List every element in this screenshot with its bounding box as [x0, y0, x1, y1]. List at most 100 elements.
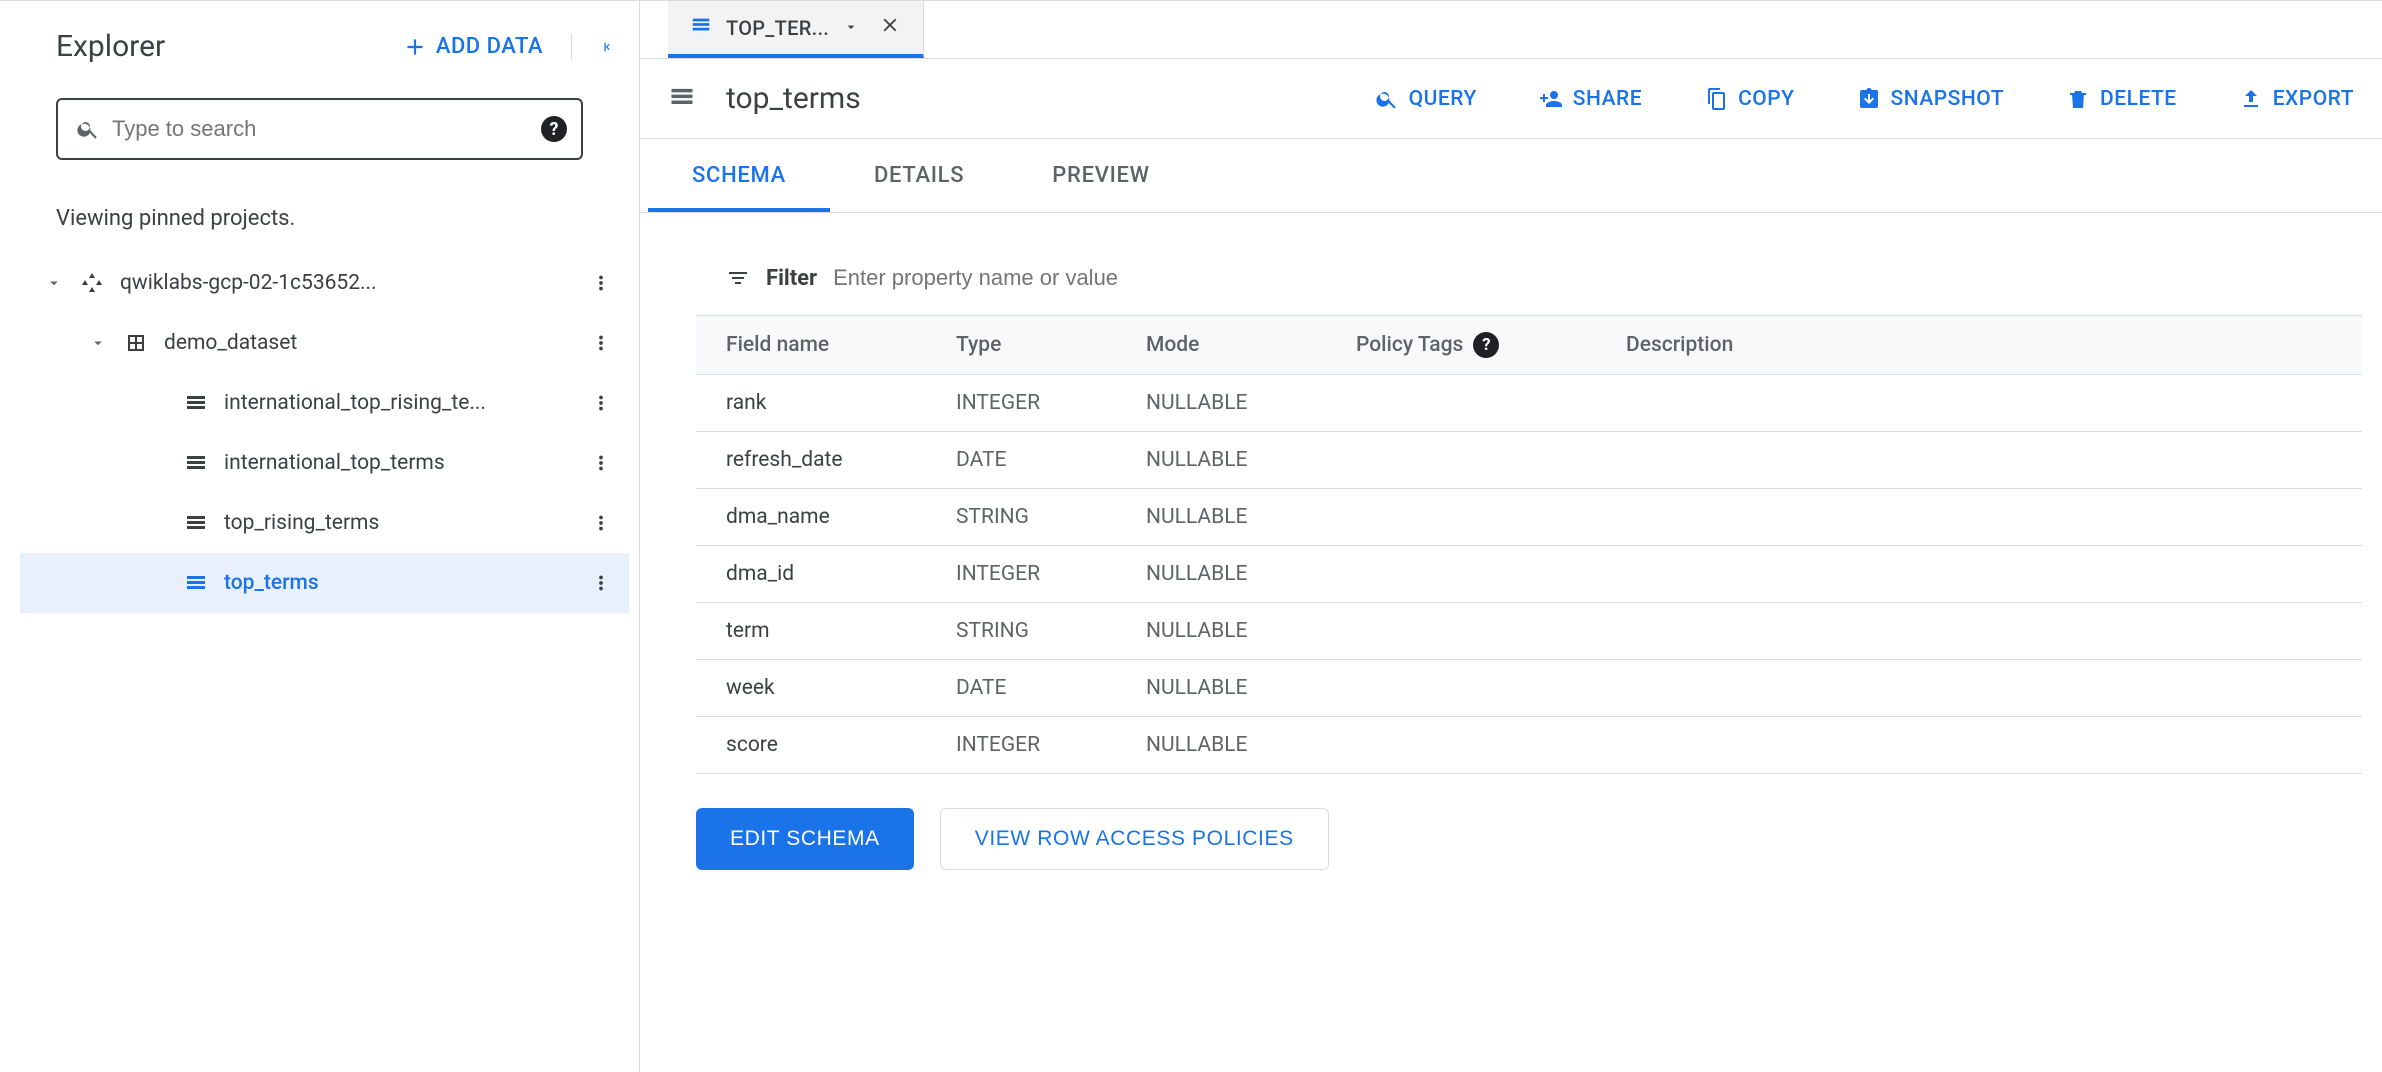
add-data-button[interactable]: ADD DATA	[402, 34, 543, 60]
person-add-icon	[1539, 87, 1563, 111]
field-type: DATE	[956, 676, 1146, 700]
col-mode: Mode	[1146, 333, 1356, 357]
workspace-tab[interactable]: TOP_TER...	[668, 1, 924, 58]
view-row-access-policies-button[interactable]: VIEW ROW ACCESS POLICIES	[940, 808, 1329, 870]
field-mode: NULLABLE	[1146, 448, 1356, 472]
more-actions-button[interactable]	[581, 332, 621, 354]
table-icon	[690, 14, 712, 41]
more-actions-button[interactable]	[581, 512, 621, 534]
snapshot-button[interactable]: SNAPSHOT	[1857, 87, 2005, 111]
field-type: INTEGER	[956, 562, 1146, 586]
viewing-text: Viewing pinned projects.	[0, 168, 639, 249]
search-icon	[76, 117, 100, 141]
tree-item-table[interactable]: international_top_rising_te...	[20, 373, 629, 433]
expand-icon[interactable]	[78, 334, 118, 352]
main-panel: TOP_TER... top_terms QUERY SHARE COPY SNAPS…	[640, 1, 2382, 1072]
field-mode: NULLABLE	[1146, 391, 1356, 415]
schema-table: Field name Type Mode Policy Tags ? Descr…	[696, 316, 2362, 774]
field-mode: NULLABLE	[1146, 676, 1356, 700]
search-icon	[1375, 87, 1399, 111]
tree-item-table[interactable]: international_top_terms	[20, 433, 629, 493]
field-mode: NULLABLE	[1146, 733, 1356, 757]
tab-close-button[interactable]	[873, 13, 901, 43]
tab-preview[interactable]: PREVIEW	[1008, 139, 1193, 212]
tree-item-table[interactable]: top_terms	[20, 553, 629, 613]
field-mode: NULLABLE	[1146, 505, 1356, 529]
explorer-sidebar: Explorer ADD DATA ? Viewing pinned proje…	[0, 1, 640, 1072]
col-field-name: Field name	[726, 333, 956, 357]
more-actions-button[interactable]	[581, 272, 621, 294]
delete-button[interactable]: DELETE	[2066, 87, 2177, 111]
dataset-icon	[118, 331, 154, 355]
schema-filter-bar: Filter	[696, 255, 2362, 316]
filter-icon	[726, 266, 750, 290]
filter-input[interactable]	[833, 265, 2362, 291]
schema-row[interactable]: weekDATENULLABLE	[696, 660, 2362, 717]
schema-row[interactable]: rankINTEGERNULLABLE	[696, 375, 2362, 432]
search-help-icon[interactable]: ?	[541, 116, 567, 142]
workspace-tabbar: TOP_TER...	[640, 1, 2382, 59]
tree-item-label: international_top_rising_te...	[224, 391, 581, 415]
snapshot-icon	[1857, 87, 1881, 111]
search-input[interactable]	[112, 116, 529, 142]
collapse-icon	[600, 34, 615, 60]
schema-header-row: Field name Type Mode Policy Tags ? Descr…	[696, 316, 2362, 375]
export-button[interactable]: EXPORT	[2239, 87, 2354, 111]
collapse-sidebar-button[interactable]	[571, 34, 615, 60]
tree-item-label: international_top_terms	[224, 451, 581, 475]
more-actions-button[interactable]	[581, 572, 621, 594]
tree-item-label: top_terms	[224, 571, 581, 595]
tab-details[interactable]: DETAILS	[830, 139, 1008, 212]
tree-item-label: demo_dataset	[164, 331, 581, 355]
trash-icon	[2066, 87, 2090, 111]
table-icon	[178, 391, 214, 415]
workspace-tab-label: TOP_TER...	[726, 16, 829, 40]
tree-item-label: top_rising_terms	[224, 511, 581, 535]
copy-button[interactable]: COPY	[1704, 87, 1794, 111]
tree-item-label: qwiklabs-gcp-02-1c53652...	[120, 271, 581, 295]
tab-schema[interactable]: SCHEMA	[648, 139, 830, 212]
share-button[interactable]: SHARE	[1539, 87, 1642, 111]
more-actions-button[interactable]	[581, 392, 621, 414]
tree-item-table[interactable]: top_rising_terms	[20, 493, 629, 553]
tree-item-dataset[interactable]: demo_dataset	[20, 313, 629, 373]
table-icon	[178, 571, 214, 595]
expand-icon[interactable]	[34, 274, 74, 292]
tree-item-project[interactable]: qwiklabs-gcp-02-1c53652...	[20, 253, 629, 313]
schema-row[interactable]: dma_nameSTRINGNULLABLE	[696, 489, 2362, 546]
resource-tree: qwiklabs-gcp-02-1c53652... demo_datasetin…	[0, 249, 639, 613]
schema-row[interactable]: scoreINTEGERNULLABLE	[696, 717, 2362, 774]
field-type: INTEGER	[956, 733, 1146, 757]
field-type: INTEGER	[956, 391, 1146, 415]
add-data-label: ADD DATA	[436, 34, 543, 59]
table-icon	[178, 451, 214, 475]
tab-dropdown-button[interactable]	[843, 16, 859, 40]
field-name: refresh_date	[726, 448, 956, 472]
field-name: rank	[726, 391, 956, 415]
table-header: top_terms QUERY SHARE COPY SNAPSHOT DELETE EX…	[640, 59, 2382, 139]
search-box[interactable]: ?	[56, 98, 583, 160]
filter-label: Filter	[766, 266, 817, 291]
project-icon	[74, 271, 110, 295]
schema-row[interactable]: termSTRINGNULLABLE	[696, 603, 2362, 660]
schema-row[interactable]: refresh_dateDATENULLABLE	[696, 432, 2362, 489]
table-title: top_terms	[716, 81, 861, 116]
field-name: dma_id	[726, 562, 956, 586]
field-mode: NULLABLE	[1146, 619, 1356, 643]
field-type: DATE	[956, 448, 1146, 472]
edit-schema-button[interactable]: EDIT SCHEMA	[696, 808, 914, 870]
field-name: term	[726, 619, 956, 643]
schema-row[interactable]: dma_idINTEGERNULLABLE	[696, 546, 2362, 603]
explorer-title: Explorer	[56, 29, 165, 64]
plus-icon	[402, 34, 428, 60]
schema-content: Filter Field name Type Mode Policy Tags …	[640, 213, 2382, 890]
policy-tags-help-icon[interactable]: ?	[1473, 332, 1499, 358]
field-type: STRING	[956, 505, 1146, 529]
detail-tabs: SCHEMADETAILSPREVIEW	[640, 139, 2382, 213]
more-actions-button[interactable]	[581, 452, 621, 474]
field-name: week	[726, 676, 956, 700]
col-type: Type	[956, 333, 1146, 357]
col-policy-tags: Policy Tags ?	[1356, 332, 1626, 358]
field-type: STRING	[956, 619, 1146, 643]
query-button[interactable]: QUERY	[1375, 87, 1477, 111]
